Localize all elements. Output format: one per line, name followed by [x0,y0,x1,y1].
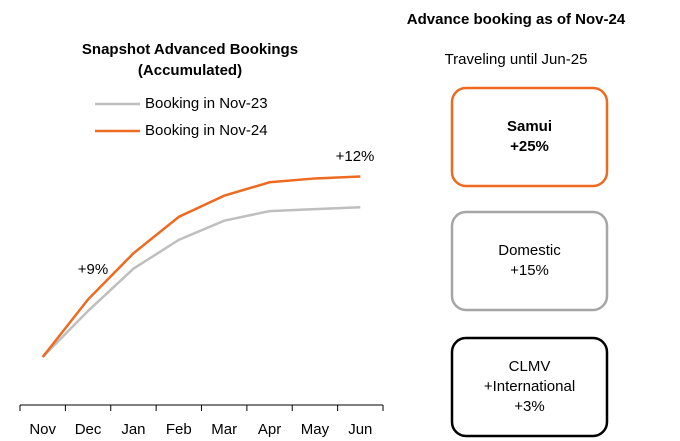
series-line [41,205,361,358]
x-tick-label: Jun [348,421,372,438]
panel-box [450,86,609,188]
panel-box-text: CLMV [509,358,551,375]
x-tick-label: Mar [211,421,237,438]
panel-box [450,210,609,312]
panel-box [450,336,609,438]
x-tick-label: Dec [75,421,102,438]
annotation: +12% [336,148,375,165]
legend-label: Booking in Nov-23 [145,95,268,112]
panel-box-text: Domestic [498,242,561,259]
panel-box-text: +15% [510,262,549,279]
x-tick-label: Feb [166,421,192,438]
chart-title: Snapshot Advanced Bookings [82,41,298,58]
panel-box-text: +3% [514,398,544,415]
x-tick-label: May [301,421,330,438]
legend-label: Booking in Nov-24 [145,122,268,139]
panel-box-text: +25% [510,138,549,155]
panel-title: Advance booking as of Nov-24 [407,11,626,28]
panel-box-text: Samui [507,118,552,135]
panel-box-text: +International [484,378,575,395]
x-tick-label: Jan [121,421,145,438]
annotation: +9% [78,261,108,278]
panel-subtitle: Traveling until Jun-25 [445,51,588,68]
x-tick-label: Apr [258,421,281,438]
chart-subtitle: (Accumulated) [138,62,242,79]
series-line [41,175,361,358]
x-tick-label: Nov [29,421,56,438]
